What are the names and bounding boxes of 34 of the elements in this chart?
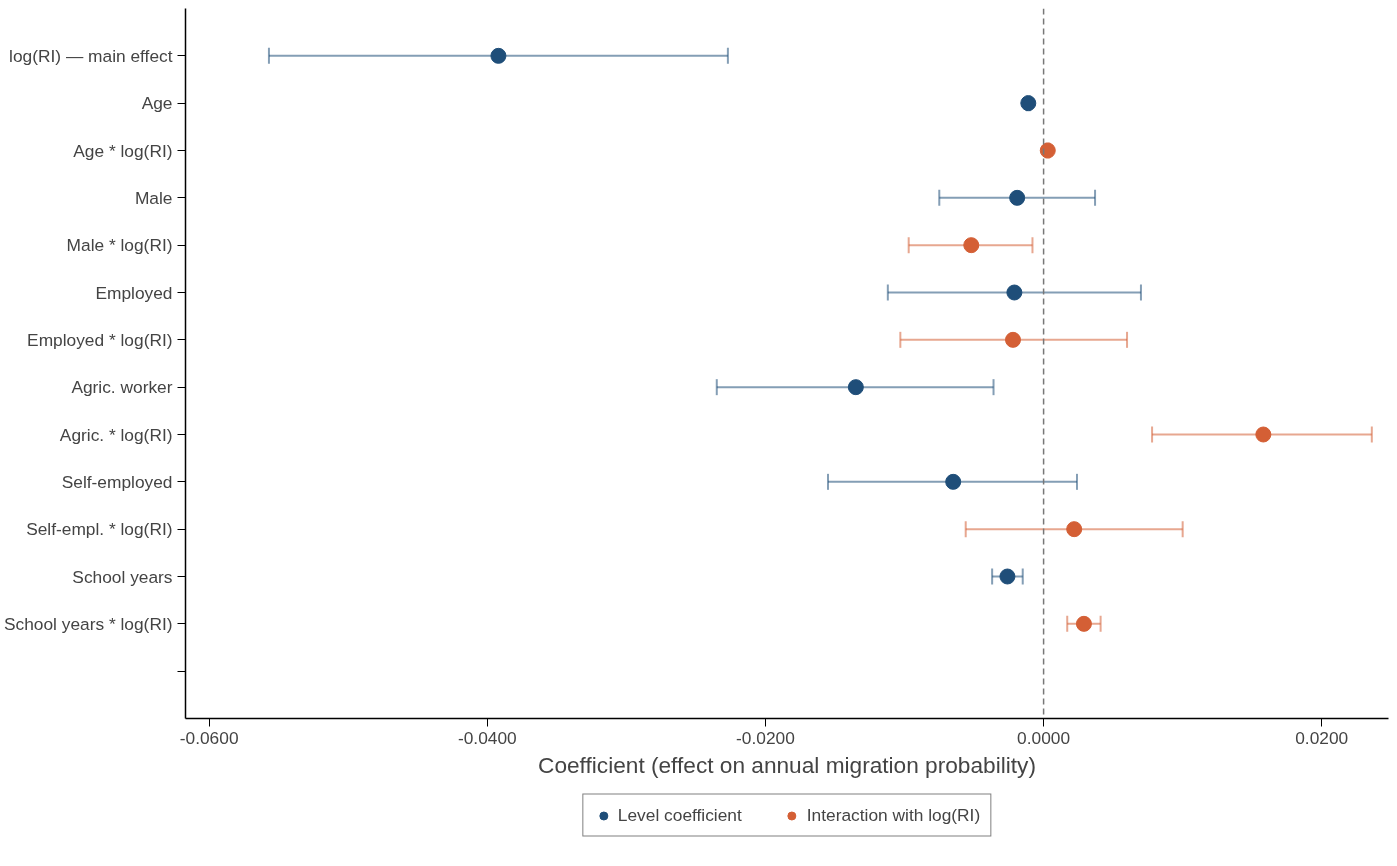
y-tick-label: Agric. worker: [71, 377, 173, 398]
y-tick-label: Employed * log(RI): [27, 329, 173, 350]
point: [490, 47, 507, 64]
point: [1006, 284, 1023, 301]
point: [1075, 615, 1092, 632]
point: [1005, 331, 1021, 348]
y-tick-label: Male: [134, 187, 173, 208]
y-tick-label: Age * log(RI): [73, 140, 173, 161]
point: [945, 473, 962, 490]
x-axis-title: Coefficient (effect on annual migration probability): [538, 751, 1036, 778]
point: [1039, 142, 1056, 159]
y-tick-label: Age: [141, 93, 173, 114]
legend-label: Level coefficient: [617, 804, 742, 826]
y-tick-label: Agric. * log(RI): [59, 424, 173, 445]
x-tick-label: -0.0400: [457, 727, 517, 748]
x-tick-label: -0.0600: [179, 727, 239, 748]
y-tick-label: Employed: [95, 282, 173, 303]
x-tick-label: -0.0200: [736, 727, 795, 748]
x-tick-label: 0.0200: [1295, 727, 1349, 748]
point: [999, 568, 1016, 585]
y-tick-label: Male * log(RI): [66, 235, 173, 256]
y-tick-label: Self-empl. * log(RI): [26, 519, 173, 540]
y-tick-label: School years * log(RI): [3, 613, 173, 634]
x-tick-label: 0.0000: [1017, 727, 1071, 748]
y-tick-label: School years: [72, 566, 173, 587]
point: [1009, 189, 1026, 206]
point: [963, 237, 980, 254]
point: [1255, 426, 1272, 443]
point: [1066, 521, 1083, 538]
y-tick-label: log(RI) — main effect: [9, 45, 173, 66]
y-tick-label: Self-employed: [61, 471, 173, 492]
legend-label: Interaction with log(RI): [806, 804, 981, 826]
point: [1020, 95, 1037, 112]
point: [847, 379, 864, 396]
